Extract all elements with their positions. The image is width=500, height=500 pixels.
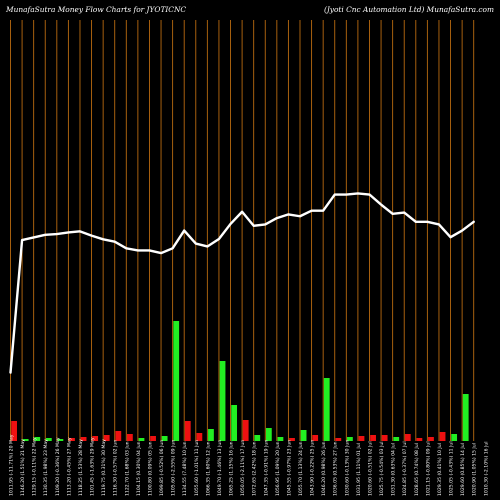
volume-bar xyxy=(196,433,203,441)
x-tick-label: 1010.30 (-2.10%) 16 Jul xyxy=(483,441,489,496)
volume-bar xyxy=(150,436,156,441)
x-tick-label: 1065.25 (1.15%) 16 Jun xyxy=(229,441,235,496)
x-tick-label: 1101.45 (-1.63%) 29 May xyxy=(90,437,96,496)
x-tick-label: 1105.60 (-2.55%) 09 Jun xyxy=(171,440,177,496)
volume-bar xyxy=(404,434,411,441)
volume-bar xyxy=(161,436,168,441)
volume-bar xyxy=(393,437,400,441)
x-tick-label: 1020.60 (-0.51%) 02 Jul xyxy=(367,441,373,496)
x-tick-label: 1021.15 (-0.80%) 09 Jul xyxy=(425,441,431,496)
x-tick-label: 1118.25 (1.53%) 28 May xyxy=(78,439,84,496)
volume-bar xyxy=(277,437,284,441)
volume-bar xyxy=(358,436,365,441)
volume-bar xyxy=(11,421,17,441)
volume-bar xyxy=(312,435,319,441)
volume-bar xyxy=(115,431,122,441)
x-tick-label: 1043.90 (-0.22%) 25 Jun xyxy=(310,440,316,496)
volume-bar xyxy=(451,434,458,441)
price-line xyxy=(9,192,475,374)
volume-bar xyxy=(45,438,52,441)
volume-bar xyxy=(323,378,330,441)
volume-bar xyxy=(265,428,272,441)
x-tick-label: 1146.20 (1.51%) 21 May xyxy=(20,439,26,496)
x-tick-label: 1011.95 (-11.71%) 20 May xyxy=(9,434,15,496)
x-tick-label: 1116.30 (-0.57%) 02 Jun xyxy=(113,440,119,496)
x-tick-label: 1113.20 (-0.45%) 27 May xyxy=(66,437,72,496)
x-tick-label: 1029.60 (0.85%) 14 Jul xyxy=(460,443,466,496)
volume-bar xyxy=(103,435,110,441)
x-tick-label: 1031.95 (1.11%) 01 Jul xyxy=(356,443,362,496)
x-tick-label: 1045.55 (-0.97%) 23 Jun xyxy=(286,440,292,496)
x-tick-label: 1025.05 (-0.43%) 11 Jul xyxy=(449,441,455,496)
volume-bars xyxy=(11,321,469,441)
volume-bar xyxy=(92,436,99,441)
x-tick-label: 1049.70 (-1.46%) 13 Jun xyxy=(217,440,223,496)
volume-bar xyxy=(173,321,180,441)
x-tick-label: 1031.30 (0.63%) 04 Jul xyxy=(391,443,397,496)
volume-bar xyxy=(462,394,469,441)
volume-bar xyxy=(57,439,64,441)
volume-bar xyxy=(381,435,388,441)
grid-lines xyxy=(10,20,475,441)
volume-bar xyxy=(370,435,376,441)
x-tick-label: 1047.35 (-0.91%) 19 Jun xyxy=(263,440,269,496)
x-tick-label: 1046.20 (0.98%) 26 Jun xyxy=(321,441,327,496)
volume-bar xyxy=(335,438,342,441)
volume-bar xyxy=(347,437,353,441)
x-tick-label: 1050.05 (-2.11%) 17 Jun xyxy=(240,440,246,496)
x-tick-label: 1072.65 (2.42%) 18 Jun xyxy=(252,441,258,496)
x-tick-label: 1130.35 (1.98%) 23 May xyxy=(43,439,49,496)
volume-bar xyxy=(184,421,191,441)
x-tick-label: 1055.60 (-1.01%) 11 Jun xyxy=(194,440,200,496)
chart-title-right: (Jyoti Cnc Automation Ltd) MunafaSutra.c… xyxy=(324,5,494,14)
volume-bar xyxy=(254,435,261,441)
x-tick-label: 1020.90 (1.05%) 15 Jul xyxy=(472,443,478,496)
x-tick-label: 1025.75 (-0.54%) 03 Jul xyxy=(379,441,385,496)
x-tick-label: 1100.80 (0.09%) 05 Jun xyxy=(147,441,153,496)
x-tick-label: 1028.65 (0.74%) 08 Jul xyxy=(414,443,420,496)
volume-bar xyxy=(428,437,434,441)
volume-bar xyxy=(416,438,423,441)
x-tick-label: 1122.70 (1.68%) 03 Jun xyxy=(124,441,130,496)
x-tick-label: 1055.70 (1.13%) 24 Jun xyxy=(298,441,304,496)
x-tick-label: 1036.05 (0.53%) 27 Jun xyxy=(333,441,339,496)
volume-bar xyxy=(231,405,238,441)
x-tick-label: 1119.75 (0.31%) 30 May xyxy=(101,439,107,496)
x-tick-label: 1024.85 (-0.37%) 07 Jul xyxy=(402,441,408,496)
volume-bar xyxy=(127,434,133,441)
volume-bar xyxy=(242,420,249,441)
volume-bar xyxy=(22,439,29,441)
volume-bar xyxy=(439,432,446,441)
x-tick-label: 1104.15 (0.30%) 04 Jun xyxy=(136,441,142,496)
volume-bar xyxy=(80,437,87,441)
x-tick-label: 1109.20 (-0.36%) 26 May xyxy=(55,437,61,496)
chart-title-left: MunafaSutra Money Flow Charts for JYOTIC… xyxy=(5,5,186,14)
x-tick-label: 1066.35 (1.60%) 12 Jun xyxy=(205,441,211,496)
volume-bar xyxy=(208,429,214,441)
volume-bar xyxy=(300,430,307,441)
x-tick-label: 1134.55 (7.48%) 10 Jun xyxy=(182,441,188,496)
volume-bar xyxy=(138,438,145,441)
x-tick-labels: 1011.95 (-11.71%) 20 May 1146.20 (1.51%) … xyxy=(9,434,490,496)
x-tick-label: 1056.95 (1.09%) 20 Jun xyxy=(275,441,281,496)
volume-bar xyxy=(289,438,295,441)
x-tick-label: 1030.60 (-0.13%) 30 Jun xyxy=(344,440,350,496)
x-tick-label: 1029.35 (0.41%) 10 Jul xyxy=(437,443,443,496)
volume-bar xyxy=(34,437,41,441)
x-tick-label: 1099.85 (-0.52%) 06 Jun xyxy=(159,440,165,496)
x-tick-label: 1129.15 (-0.11%) 22 May xyxy=(32,437,38,496)
volume-bar xyxy=(219,361,226,441)
volume-bar xyxy=(69,438,75,441)
